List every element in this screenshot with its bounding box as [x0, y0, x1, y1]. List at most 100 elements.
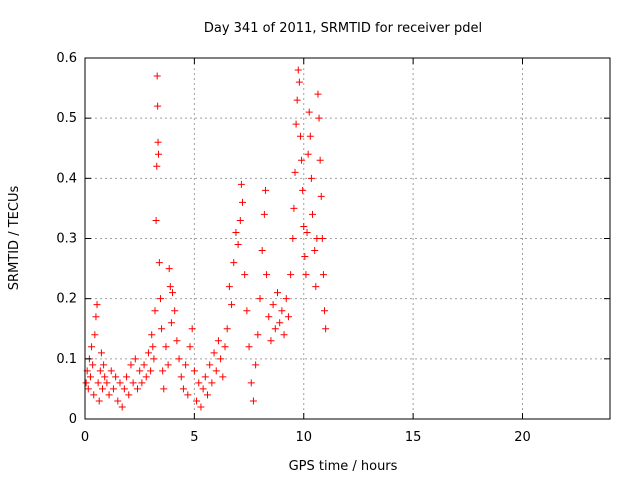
data-point: [101, 373, 109, 381]
data-point: [100, 361, 108, 369]
data-point: [208, 379, 216, 387]
y-tick-label: 0.5: [56, 111, 77, 126]
data-point: [295, 78, 303, 86]
data-point: [230, 259, 238, 267]
data-point: [241, 271, 249, 279]
data-point: [312, 283, 320, 291]
data-point: [293, 96, 301, 104]
data-point: [114, 397, 122, 405]
data-point: [103, 379, 111, 387]
data-point: [94, 379, 102, 387]
data-point: [123, 373, 131, 381]
data-point: [305, 108, 313, 116]
data-point: [197, 403, 205, 411]
data-point: [96, 367, 104, 375]
data-point: [188, 325, 196, 333]
grid: [85, 58, 610, 419]
data-point: [193, 397, 201, 405]
data-point: [236, 216, 244, 224]
data-point: [234, 241, 242, 249]
data-point: [267, 337, 275, 345]
data-point: [89, 361, 97, 369]
data-point: [149, 343, 157, 351]
data-point: [219, 373, 227, 381]
data-point: [292, 120, 300, 128]
data-point: [154, 138, 162, 146]
data-point: [97, 349, 105, 357]
data-point: [302, 271, 310, 279]
x-tick-label: 5: [190, 430, 198, 445]
tick-labels: 0 0.1 0.2 0.3 0.4 0.5 0.6 0 5 10 15 20: [56, 51, 530, 445]
y-tick-label: 0.4: [56, 171, 77, 186]
data-point: [239, 198, 246, 206]
data-point: [306, 132, 314, 140]
data-point: [294, 66, 302, 74]
data-point: [118, 403, 126, 411]
data-point: [112, 373, 120, 381]
data-point: [160, 385, 168, 393]
data-point: [144, 349, 152, 357]
y-tick-label: 0.6: [56, 51, 77, 66]
data-point: [105, 391, 113, 399]
data-point: [314, 90, 322, 98]
axis-ticks: [84, 57, 610, 420]
data-point: [177, 373, 185, 381]
data-point: [317, 192, 325, 200]
y-tick-label: 0: [69, 412, 77, 427]
x-tick-label: 10: [295, 430, 312, 445]
data-point: [276, 319, 284, 327]
data-point: [107, 367, 115, 375]
data-point: [274, 289, 281, 297]
chart-title: Day 341 of 2011, SRMTID for receiver pde…: [204, 21, 482, 36]
data-point: [204, 391, 211, 399]
data-point: [154, 102, 162, 110]
data-point: [182, 361, 190, 369]
data-point: [99, 385, 106, 393]
data-point: [280, 331, 288, 339]
data-point: [120, 385, 128, 393]
data-point: [164, 361, 172, 369]
data-point: [156, 295, 164, 303]
data-point: [252, 361, 260, 369]
data-point: [195, 379, 203, 387]
data-point: [91, 331, 99, 339]
data-point: [284, 313, 292, 321]
data-point: [303, 228, 311, 236]
data-point: [282, 295, 290, 303]
data-point: [304, 150, 312, 158]
data-point: [221, 343, 229, 351]
data-point: [315, 114, 323, 122]
data-point: [318, 235, 326, 242]
data-point: [134, 385, 141, 393]
data-point: [210, 349, 218, 357]
data-point: [287, 271, 295, 279]
data-point: [82, 379, 90, 387]
data-point: [151, 307, 159, 315]
data-point: [173, 337, 181, 345]
y-tick-label: 0.2: [56, 292, 77, 307]
data-point: [290, 204, 298, 212]
data-point: [199, 385, 207, 393]
data-point: [92, 313, 100, 321]
data-point: [301, 253, 309, 261]
data-point: [269, 301, 277, 309]
data-point: [206, 361, 214, 369]
data-point: [316, 156, 324, 164]
data-point: [147, 367, 155, 375]
y-axis-label: SRMTID / TECUs: [7, 186, 22, 291]
data-point: [109, 385, 117, 393]
data-point: [88, 343, 96, 351]
data-point: [271, 325, 279, 333]
data-point: [179, 385, 187, 393]
data-point: [148, 331, 156, 339]
data-point: [214, 337, 222, 345]
data-point: [162, 343, 170, 351]
data-point: [296, 132, 304, 140]
x-tick-label: 0: [81, 430, 89, 445]
y-tick-label: 0.3: [56, 232, 77, 247]
data-point: [90, 391, 98, 399]
data-point: [232, 228, 240, 236]
data-point: [153, 162, 161, 170]
data-point: [93, 301, 101, 309]
